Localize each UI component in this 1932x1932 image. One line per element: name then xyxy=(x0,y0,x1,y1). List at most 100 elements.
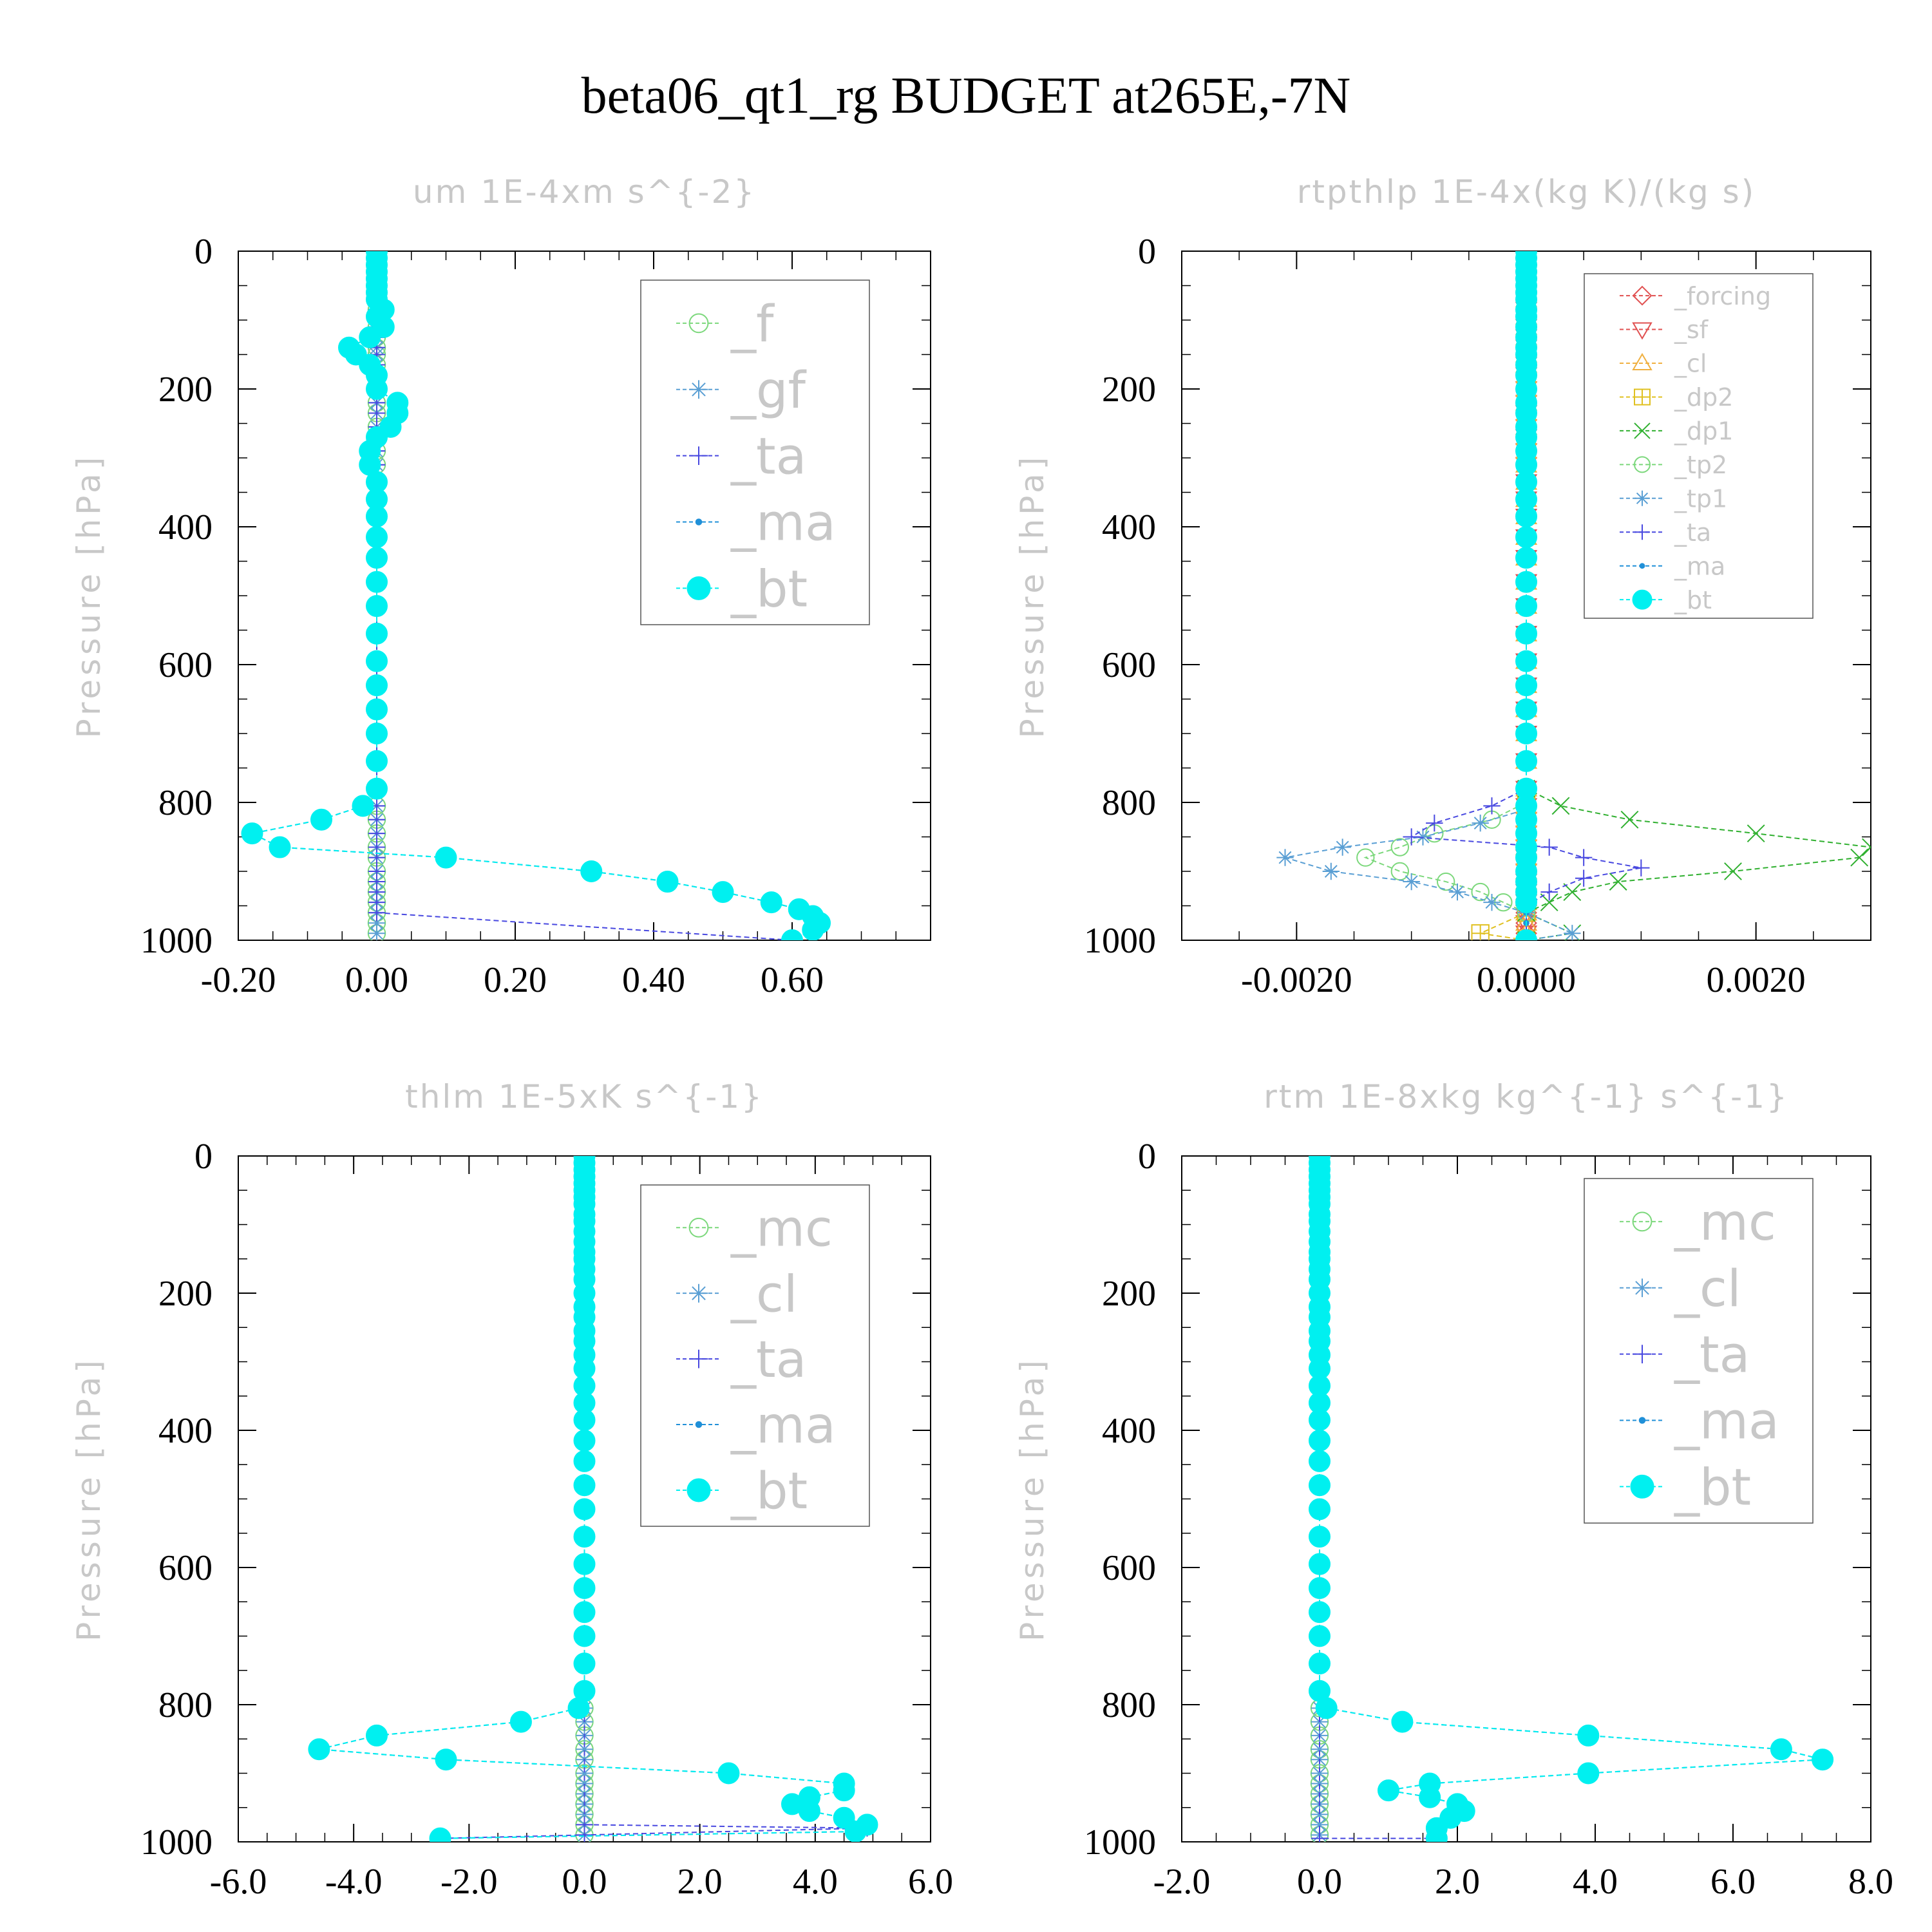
data-point xyxy=(573,1526,596,1548)
data-point xyxy=(366,505,388,527)
series-tp2 xyxy=(1356,251,1536,940)
y-tick-label: 400 xyxy=(158,507,213,547)
y-tick-label: 0 xyxy=(194,1137,213,1177)
legend: _forcing _sf _cl _dp2 _dp1 _tp2 _tp1 _ta _ma _bt xyxy=(1584,273,1814,619)
legend-label: _forcing xyxy=(1674,282,1771,310)
y-tick-label: 800 xyxy=(1102,1685,1156,1725)
y-tick-label: 600 xyxy=(158,1548,213,1588)
legend-item: _sf xyxy=(1620,316,1709,344)
series-line xyxy=(1319,1156,1437,1839)
legend-marker xyxy=(1634,456,1651,473)
data-point xyxy=(573,1601,596,1624)
data-point xyxy=(1812,1748,1834,1771)
data-point xyxy=(1515,723,1537,744)
data-point xyxy=(1356,848,1375,867)
data-point xyxy=(1436,872,1455,891)
data-point xyxy=(368,904,386,922)
data-point xyxy=(573,1409,596,1432)
y-tick-label: 0 xyxy=(1138,232,1156,272)
data-point xyxy=(1483,797,1501,815)
legend-label: _ta xyxy=(1674,1327,1750,1385)
data-point xyxy=(1515,929,1537,940)
x-tick-label: 0.0 xyxy=(562,1862,607,1902)
data-point xyxy=(366,378,388,400)
legend-marker xyxy=(688,313,709,334)
x-tick-label: 0.0000 xyxy=(1477,960,1576,1000)
data-point xyxy=(1448,883,1466,901)
data-point xyxy=(1515,595,1537,618)
legend-marker xyxy=(687,1478,711,1502)
data-point xyxy=(352,795,374,817)
legend-item: _bt xyxy=(1620,1459,1751,1517)
data-point xyxy=(576,1826,593,1842)
data-point xyxy=(1551,797,1570,815)
data-point xyxy=(1309,1653,1331,1675)
legend: _mc _cl _ta _ma _bt xyxy=(1584,1178,1814,1524)
data-point xyxy=(1515,750,1537,772)
legend-item: _bt xyxy=(1620,586,1712,614)
data-point xyxy=(1577,1762,1600,1785)
data-point xyxy=(781,929,803,940)
data-point xyxy=(1577,1724,1600,1747)
series-bt xyxy=(1515,251,1537,940)
data-point xyxy=(269,836,291,858)
y-axis-label: Pressure [hPa] xyxy=(1014,453,1051,739)
legend-label: _gf xyxy=(730,362,807,420)
y-tick-label: 200 xyxy=(1102,1274,1156,1314)
series-line xyxy=(1409,251,1642,940)
data-point xyxy=(1311,1806,1329,1823)
legend-marker xyxy=(1632,1211,1653,1232)
legend-item: _forcing xyxy=(1620,282,1771,310)
legend-item: _ma xyxy=(1620,1393,1779,1451)
y-tick-label: 400 xyxy=(158,1411,213,1451)
legend-marker xyxy=(1634,422,1651,439)
data-point xyxy=(567,1697,590,1719)
x-tick-label: 6.0 xyxy=(1710,1862,1756,1902)
legend-item: _cl xyxy=(676,1265,798,1323)
data-point xyxy=(1472,814,1489,832)
data-point xyxy=(1515,674,1537,697)
legend-label: _bt xyxy=(1674,1459,1751,1517)
data-point xyxy=(1311,1765,1329,1782)
data-point xyxy=(1633,859,1650,876)
data-point xyxy=(1515,571,1537,593)
legend-item: _mc xyxy=(676,1200,833,1258)
legend-item: _tp1 xyxy=(1620,484,1727,513)
data-point xyxy=(241,822,263,845)
legend-label: _ta xyxy=(1674,518,1711,547)
legend-box xyxy=(1584,1178,1814,1524)
data-point xyxy=(366,698,388,721)
legend-marker xyxy=(1632,589,1653,610)
series-bt xyxy=(241,251,831,940)
legend-box xyxy=(640,279,870,625)
data-point xyxy=(1311,1816,1329,1833)
legend-item: _ma xyxy=(676,495,836,553)
data-point xyxy=(580,860,603,882)
legend-label: _f xyxy=(730,296,775,354)
data-point xyxy=(1540,883,1558,901)
data-point xyxy=(366,777,388,800)
data-point xyxy=(310,808,332,831)
data-point xyxy=(1747,824,1765,843)
data-point xyxy=(1276,849,1294,866)
legend-label: _ma xyxy=(730,1397,836,1455)
data-point xyxy=(366,650,388,672)
data-point xyxy=(573,1553,596,1575)
legend-marker xyxy=(1638,1417,1646,1424)
legend-label: _bt xyxy=(1674,586,1712,614)
data-point xyxy=(1309,1577,1331,1599)
y-tick-label: 1000 xyxy=(1084,921,1156,961)
data-point xyxy=(1390,862,1410,881)
data-point xyxy=(576,1741,593,1758)
data-point xyxy=(1540,893,1558,912)
legend-item: _ma xyxy=(676,1397,836,1455)
x-tick-label: 0.0 xyxy=(1297,1862,1342,1902)
legend-marker xyxy=(689,380,708,399)
data-point xyxy=(435,1748,457,1771)
y-axis-label: Pressure [hPa] xyxy=(70,453,108,739)
legend-marker xyxy=(1632,353,1653,370)
chart-title: rtpthlp 1E-4x(kg K)/(kg s) xyxy=(1297,173,1756,211)
data-point xyxy=(1515,505,1537,527)
legend-label: _dp2 xyxy=(1674,383,1733,412)
data-point xyxy=(1309,1429,1331,1452)
